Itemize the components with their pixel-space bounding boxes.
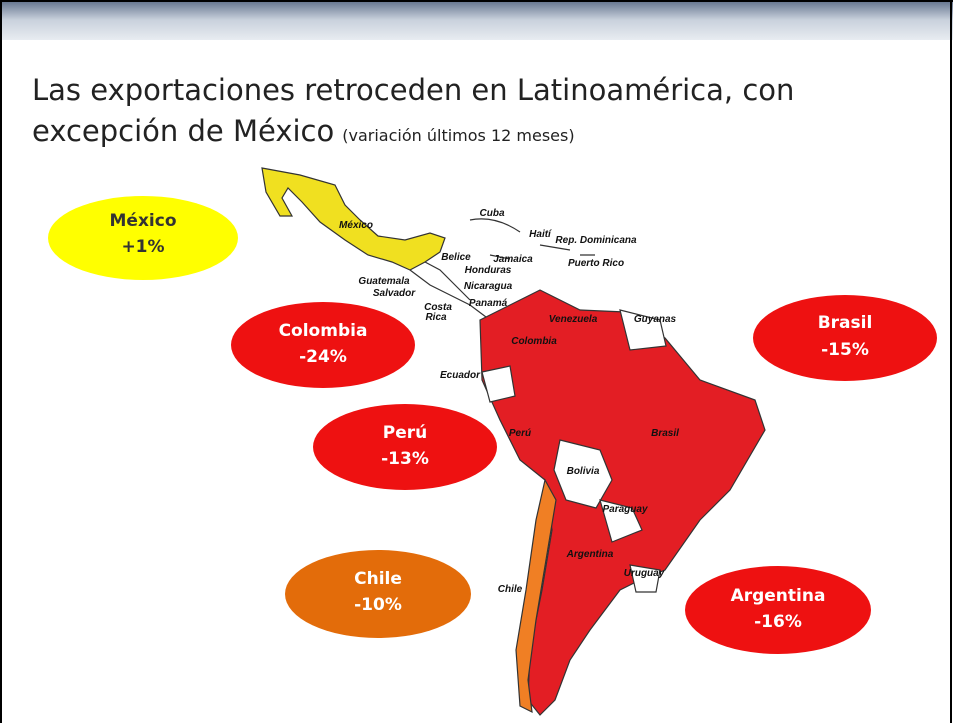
map-label: Salvador	[373, 288, 416, 299]
ecuador-shape	[481, 365, 516, 403]
map-label: Uruguay	[624, 568, 665, 579]
callout-country: Colombia	[279, 321, 368, 341]
title: excepción de México (variación últimos 12…	[32, 114, 575, 148]
callout-bubble	[285, 550, 471, 638]
map-label: Perú	[509, 428, 531, 439]
map-label: Belice	[441, 252, 471, 263]
callout-change: +1%	[121, 237, 164, 257]
map-label: Panamá	[469, 298, 508, 309]
callout-change: -24%	[299, 347, 347, 367]
callout-bubble	[685, 566, 871, 654]
map-label: Puerto Rico	[568, 258, 624, 269]
map-label: Paraguay	[602, 504, 647, 515]
callout-country: Perú	[383, 423, 427, 443]
central-america	[409, 269, 491, 321]
chile-shape	[515, 478, 557, 714]
caribbean	[469, 218, 595, 260]
callout-country: México	[110, 211, 177, 231]
map-label: Guyanas	[634, 314, 677, 325]
callout-change: -13%	[381, 449, 429, 469]
guyanas-shape	[619, 309, 667, 351]
callout-change: -15%	[821, 340, 869, 360]
mexico-shape	[261, 167, 446, 271]
map-label: Venezuela	[549, 314, 598, 325]
map-label: Jamaica	[493, 254, 533, 265]
map-label: México	[339, 220, 373, 231]
map-label: Brasil	[651, 428, 679, 439]
map-label: Ecuador	[440, 370, 481, 381]
map	[261, 167, 766, 716]
callouts: México +1% Colombia -24% Brasil -15% Per…	[48, 196, 937, 654]
callout-bubble	[753, 295, 937, 381]
callout-change: -16%	[754, 612, 802, 632]
callout-bubble	[313, 404, 497, 490]
central-america	[424, 261, 471, 301]
map-label: Chile	[498, 584, 523, 595]
title-part: excepción de México	[32, 114, 334, 148]
map-label: Costa	[424, 302, 452, 313]
map-label: Nicaragua	[464, 281, 513, 292]
map-label: Rep. Dominicana	[555, 235, 637, 246]
callout-bubble	[48, 196, 238, 280]
uruguay-shape	[629, 564, 661, 593]
bolivia-shape	[553, 439, 613, 509]
map-label: Rica	[425, 312, 447, 323]
subtitle: (variación últimos 12 meses)	[342, 126, 574, 145]
map-labels: México Cuba Haití Rep. Dominicana Jamaic…	[339, 208, 679, 595]
callout-country: Argentina	[731, 586, 826, 606]
callout-country: Chile	[354, 569, 402, 589]
callout-bubble	[231, 302, 415, 388]
callout-change: -10%	[354, 595, 402, 615]
map-label: Bolivia	[567, 466, 600, 477]
map-label: Argentina	[566, 549, 614, 560]
map-label: Honduras	[465, 265, 512, 276]
map-label: Guatemala	[358, 276, 410, 287]
header-band	[0, 0, 953, 40]
map-label: Cuba	[480, 208, 505, 219]
map-label: Colombia	[511, 336, 557, 347]
title: Las exportaciones retroceden en Latinoam…	[32, 73, 794, 107]
map-label: Haití	[529, 229, 552, 240]
callout-country: Brasil	[818, 313, 873, 333]
paraguay-shape	[599, 499, 643, 543]
